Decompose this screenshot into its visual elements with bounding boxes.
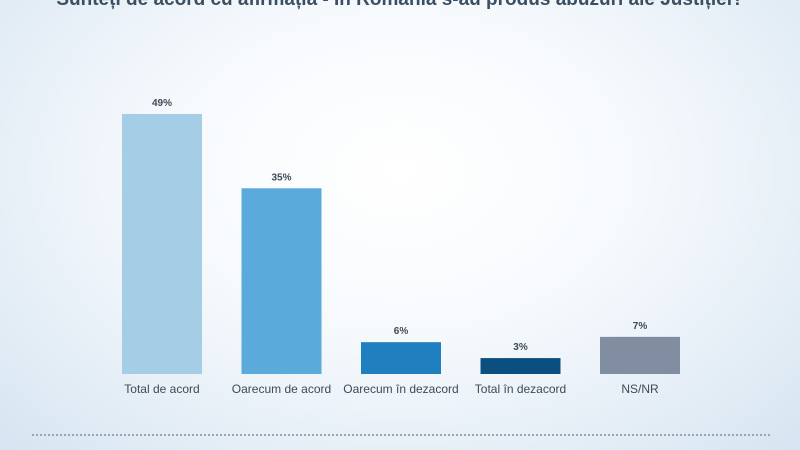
data-label-4: 7% <box>633 321 648 332</box>
data-label-1: 35% <box>271 172 291 183</box>
bar-2 <box>361 342 441 374</box>
category-label-1: Oarecum de acord <box>232 382 331 396</box>
data-label-2: 6% <box>394 326 409 337</box>
bar-3 <box>480 358 561 374</box>
category-label-3: Total în dezacord <box>475 382 566 396</box>
bar-4 <box>600 336 680 374</box>
data-label-3: 3% <box>513 342 528 353</box>
bar-0 <box>122 114 202 374</box>
category-label-4: NS/NR <box>621 382 659 396</box>
category-label-0: Total de acord <box>124 382 199 396</box>
chart-title: Sunteți de acord cu afirmația - În Român… <box>0 0 800 11</box>
category-label-2: Oarecum în dezacord <box>343 382 458 396</box>
footer-divider <box>32 434 770 436</box>
bar-1 <box>241 188 322 374</box>
data-label-0: 49% <box>152 98 172 109</box>
